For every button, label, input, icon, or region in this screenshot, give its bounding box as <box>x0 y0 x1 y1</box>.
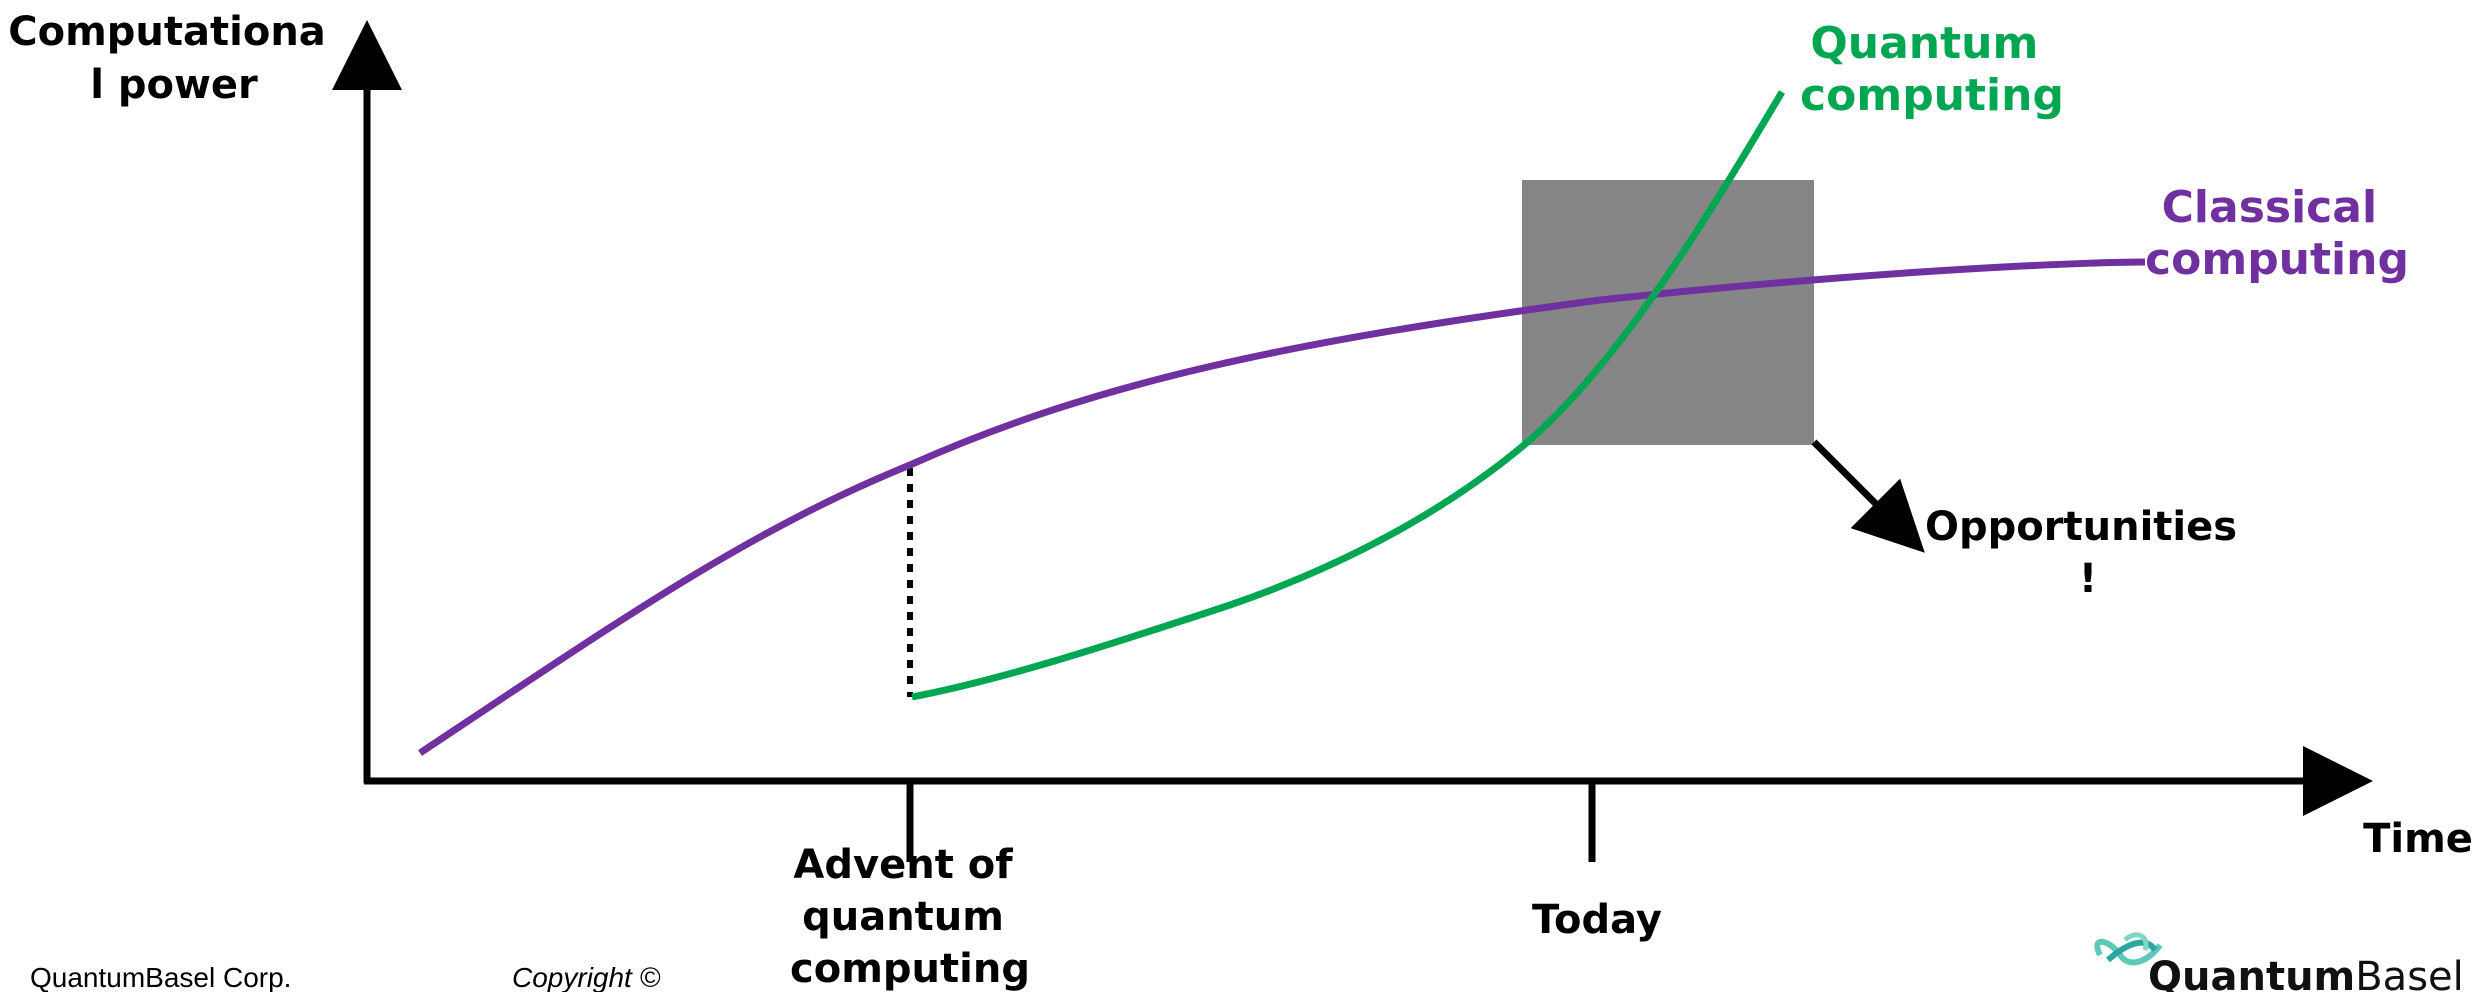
quantumbasel-logo: QuantumBasel <box>2094 932 2464 992</box>
quantum-computing-label: Quantum computing <box>1800 18 2064 121</box>
company-name: QuantumBasel Corp. <box>30 962 291 992</box>
quantum-computing-curve <box>911 90 1786 701</box>
logo-text: QuantumBasel <box>2148 954 2464 992</box>
logo-text-bold: Quantum <box>2148 954 2355 992</box>
y-axis-title: Computationa l power <box>8 9 339 108</box>
logo-text-light: Basel <box>2355 954 2464 992</box>
advent-label: Advent of quantum computing <box>790 842 1030 992</box>
classical-computing-curve <box>418 258 2146 756</box>
logo-mark-icon <box>2094 932 2163 966</box>
today-label: Today <box>1532 897 1662 943</box>
opportunities-label: Opportunities ! <box>1925 504 2251 602</box>
copyright-text: Copyright © <box>512 962 661 992</box>
classical-computing-label: Classical computing <box>2145 182 2409 285</box>
opportunities-arrow <box>1811 439 1925 553</box>
x-axis-title: Time <box>2363 816 2473 862</box>
